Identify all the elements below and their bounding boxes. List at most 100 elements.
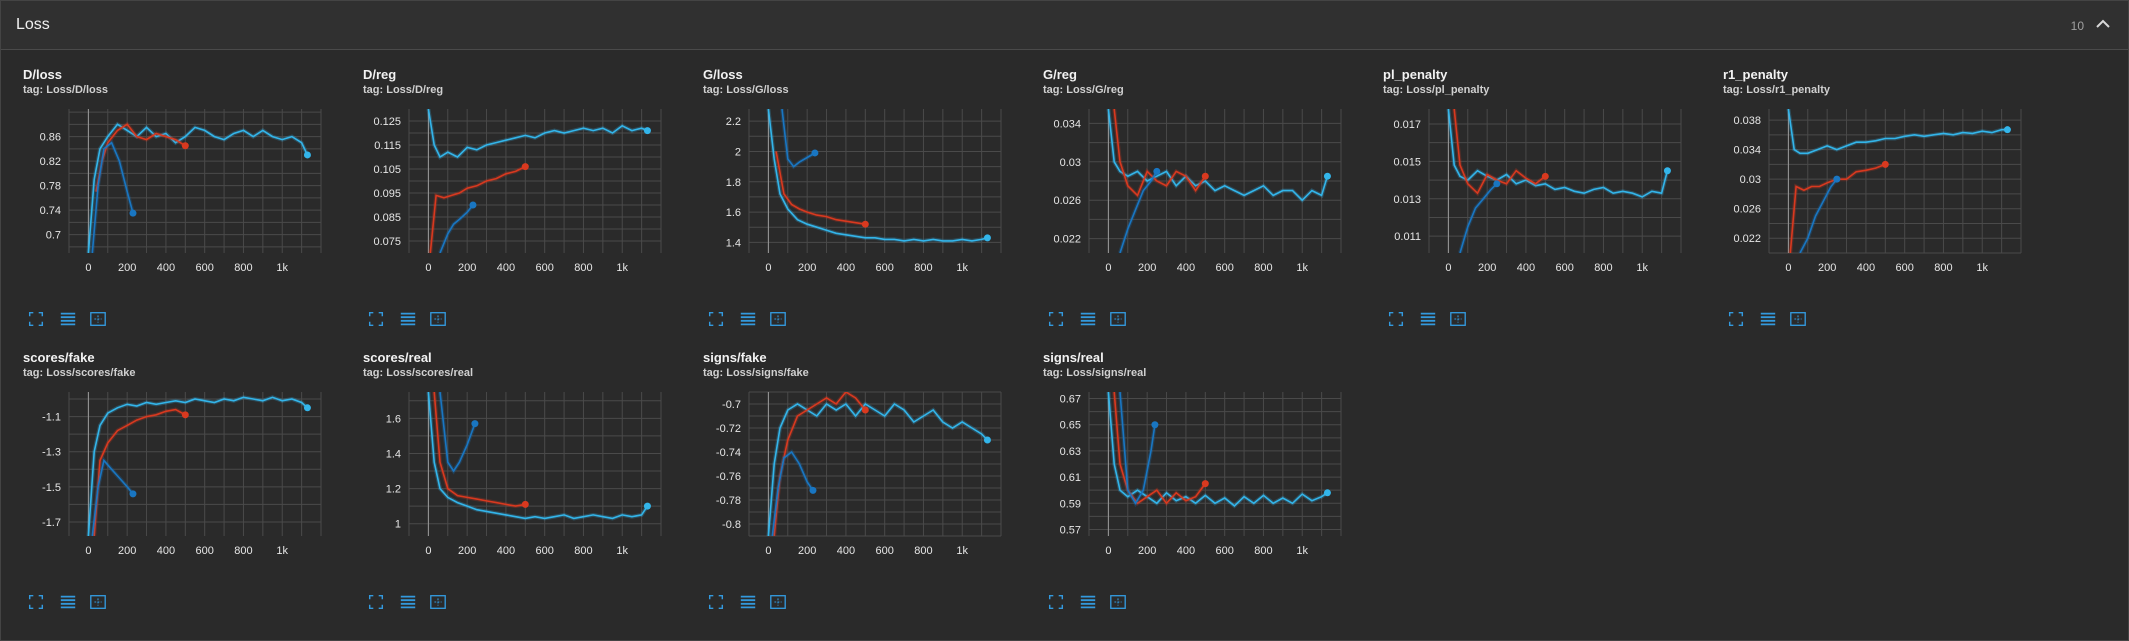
series-line[interactable]	[1119, 170, 1158, 253]
series-line[interactable]	[1119, 392, 1156, 505]
series-raw-line	[1106, 392, 1329, 509]
fit-domain-icon[interactable]	[1789, 310, 1811, 330]
series-line[interactable]	[1107, 109, 1329, 202]
fullscreen-icon[interactable]	[367, 310, 389, 330]
line-chart[interactable]: 0 200 400 600 800 1k 0.7 0.74 0.78 0.82 0.86	[1, 97, 331, 283]
line-chart[interactable]: 0 200 400 600 800 1k 1 1.2 1.4 1.6	[341, 380, 671, 566]
fullscreen-icon[interactable]	[1047, 310, 1069, 330]
x-tick-label: 800	[914, 262, 932, 274]
series-line[interactable]	[1113, 392, 1206, 505]
line-chart[interactable]: 0 200 400 600 800 1k -0.8 -0.78 -0.76 -0.74 -0.72 -…	[681, 380, 1011, 566]
y-tick-label: 0.78	[40, 181, 61, 193]
x-tick-label: 200	[458, 262, 476, 274]
line-chart[interactable]: 0 200 400 600 800 1k 0.075 0.085 0.095 0.105 0.115…	[341, 97, 671, 283]
series-line[interactable]	[1459, 183, 1498, 253]
series-line[interactable]	[767, 109, 988, 242]
series-line[interactable]	[1789, 163, 1886, 253]
line-chart[interactable]: 0 200 400 600 800 1k 0.022 0.026 0.03 0.034	[1021, 97, 1351, 283]
y-tick-label: -1.5	[42, 482, 61, 494]
fullscreen-icon[interactable]	[27, 593, 49, 613]
chart-title: scores/fake	[23, 350, 95, 365]
series-end-point	[643, 502, 651, 510]
fullscreen-icon[interactable]	[707, 593, 729, 613]
chart-tag: tag: Loss/pl_penalty	[1383, 84, 1490, 96]
toggle-log-scale-icon[interactable]	[1419, 310, 1441, 330]
series-line[interactable]	[87, 396, 308, 536]
series-line[interactable]	[1107, 392, 1328, 507]
series-raw-line	[86, 395, 309, 536]
series-line[interactable]	[775, 151, 866, 225]
series-line[interactable]	[91, 141, 134, 253]
line-chart[interactable]: 0 200 400 600 800 1k 0.011 0.013 0.015 0.017	[1361, 97, 1691, 283]
chevron-up-icon[interactable]	[2094, 15, 2112, 33]
fit-domain-icon[interactable]	[429, 593, 451, 613]
series-line[interactable]	[427, 109, 648, 159]
toggle-log-scale-icon[interactable]	[399, 310, 421, 330]
fit-domain-icon[interactable]	[769, 310, 791, 330]
y-tick-label: 0.022	[1053, 234, 1081, 246]
y-tick-label: 0.017	[1393, 119, 1421, 131]
fullscreen-icon[interactable]	[1387, 310, 1409, 330]
series-line[interactable]	[427, 392, 649, 520]
series-line[interactable]	[1787, 109, 2008, 155]
line-chart[interactable]: 0 200 400 600 800 1k 0.57 0.59 0.61 0.63 0.65 0.67	[1021, 380, 1351, 566]
series-line[interactable]	[429, 165, 526, 253]
fullscreen-icon[interactable]	[367, 593, 389, 613]
section-title: Loss	[16, 16, 50, 33]
chart-card: pl_penalty tag: Loss/pl_penalty 0 200 400 600…	[1361, 67, 1691, 347]
fullscreen-icon[interactable]	[27, 310, 49, 330]
x-tick-label: 200	[1138, 545, 1156, 557]
fullscreen-icon[interactable]	[1047, 593, 1069, 613]
series-end-point	[1151, 421, 1159, 429]
chart-tag: tag: Loss/signs/fake	[703, 367, 809, 379]
series-line[interactable]	[439, 204, 474, 253]
section-count: 10	[2070, 19, 2084, 33]
x-tick-label: 0	[425, 262, 431, 274]
series-line[interactable]	[87, 123, 309, 253]
series-line[interactable]	[773, 392, 866, 536]
series-end-point	[1323, 489, 1331, 497]
y-tick-label: -0.8	[722, 519, 741, 531]
fullscreen-icon[interactable]	[1727, 310, 1749, 330]
series-line[interactable]	[439, 392, 476, 473]
toggle-log-scale-icon[interactable]	[739, 593, 761, 613]
chart-title: D/reg	[363, 67, 397, 82]
fit-domain-icon[interactable]	[429, 310, 451, 330]
toggle-log-scale-icon[interactable]	[1079, 593, 1101, 613]
line-chart[interactable]: 0 200 400 600 800 1k -1.7 -1.5 -1.3 -1.1	[1, 380, 331, 566]
chart-title: pl_penalty	[1383, 67, 1448, 82]
series-line[interactable]	[93, 408, 186, 536]
toggle-log-scale-icon[interactable]	[739, 310, 761, 330]
toggle-log-scale-icon[interactable]	[1079, 310, 1101, 330]
fit-domain-icon[interactable]	[89, 593, 111, 613]
series-line[interactable]	[1113, 109, 1206, 197]
series-line[interactable]	[95, 123, 186, 192]
series-line[interactable]	[1453, 109, 1546, 195]
series-line[interactable]	[781, 109, 816, 168]
series-line[interactable]	[433, 392, 526, 507]
series-line[interactable]	[91, 458, 134, 537]
fit-domain-icon[interactable]	[1109, 593, 1131, 613]
series-line[interactable]	[767, 402, 988, 536]
series-line[interactable]	[771, 450, 814, 536]
section-header[interactable]: Loss 10	[1, 1, 2128, 50]
fullscreen-icon[interactable]	[707, 310, 729, 330]
toggle-log-scale-icon[interactable]	[399, 593, 421, 613]
series-line[interactable]	[1447, 109, 1669, 198]
fit-domain-icon[interactable]	[769, 593, 791, 613]
line-chart[interactable]: 0 200 400 600 800 1k 1.4 1.6 1.8 2 2.2	[681, 97, 1011, 283]
y-tick-label: 1.4	[386, 448, 401, 460]
fit-domain-icon[interactable]	[89, 310, 111, 330]
toggle-log-scale-icon[interactable]	[59, 310, 81, 330]
line-chart[interactable]: 0 200 400 600 800 1k 0.022 0.026 0.03 0.034 0.038	[1701, 97, 2031, 283]
fit-domain-icon[interactable]	[1449, 310, 1471, 330]
fit-domain-icon[interactable]	[1109, 310, 1131, 330]
x-tick-label: 400	[837, 545, 855, 557]
chart-title: r1_penalty	[1723, 67, 1789, 82]
chart-card: scores/fake tag: Loss/scores/fake 0 200 400 6…	[1, 350, 331, 630]
toggle-log-scale-icon[interactable]	[1759, 310, 1781, 330]
toggle-log-scale-icon[interactable]	[59, 593, 81, 613]
x-tick-label: 1k	[1636, 262, 1648, 274]
y-tick-label: 1.8	[726, 177, 741, 189]
series-line[interactable]	[1799, 178, 1838, 253]
